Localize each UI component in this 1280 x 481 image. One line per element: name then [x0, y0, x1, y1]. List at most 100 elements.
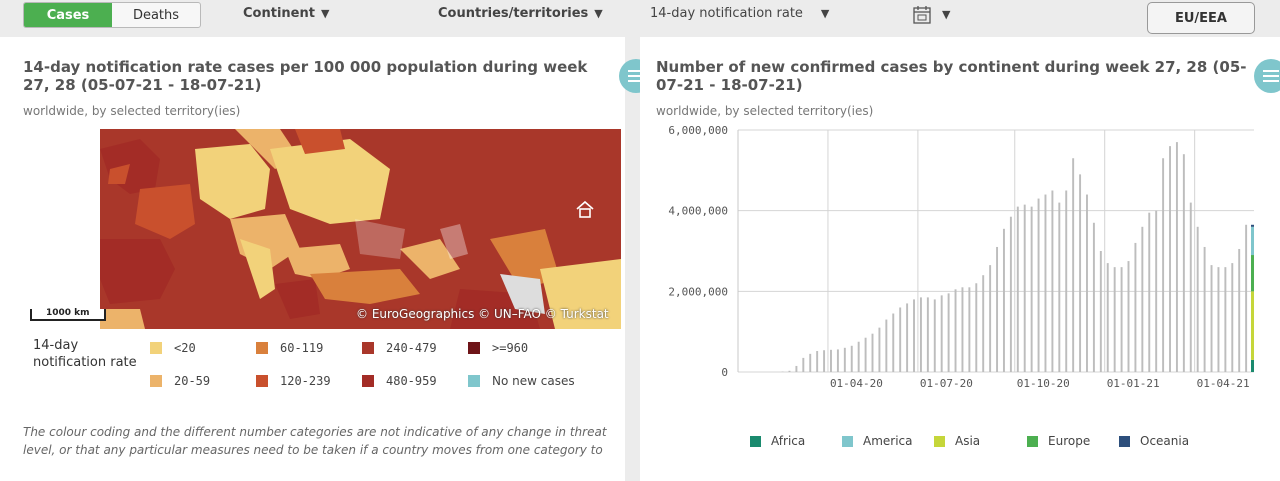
legend-swatch [150, 342, 162, 354]
map-shapes [100, 129, 621, 329]
map-scale-bar [30, 309, 106, 321]
continent-dropdown[interactable]: Continent ▼ [243, 6, 329, 21]
legend-swatch [362, 342, 374, 354]
bar [1044, 194, 1047, 372]
legend-swatch [362, 375, 374, 387]
bar [1245, 224, 1248, 372]
bar [996, 246, 999, 372]
chart-legend-item[interactable]: America [842, 434, 913, 448]
bar [1217, 267, 1220, 372]
bar [940, 295, 943, 372]
legend-swatch [1119, 435, 1130, 447]
bar [1009, 216, 1012, 372]
countries-dropdown[interactable]: Countries/territories ▼ [438, 6, 603, 21]
bar [1065, 190, 1068, 372]
bar [1072, 158, 1075, 372]
legend-item: >=960 [468, 341, 528, 355]
metric-dropdown-label: 14-day notification rate [650, 6, 803, 21]
legend-item: No new cases [468, 374, 575, 388]
calendar-icon[interactable] [912, 5, 932, 25]
tab-deaths[interactable]: Deaths [132, 7, 180, 23]
bar [802, 357, 805, 372]
legend-swatch [256, 342, 268, 354]
legend-label: 240-479 [386, 341, 437, 355]
choropleth-map[interactable] [100, 129, 621, 329]
chart-legend-item[interactable]: Oceania [1119, 434, 1189, 448]
bar [933, 299, 936, 372]
y-tick-label: 6,000,000 [668, 124, 728, 137]
chart-legend-item[interactable]: Africa [750, 434, 805, 448]
bar [843, 347, 846, 372]
bar [892, 313, 895, 372]
bar [1113, 267, 1116, 372]
bar [982, 275, 985, 372]
bar [989, 265, 992, 372]
eu-eea-button[interactable]: EU/EEA [1147, 2, 1255, 34]
bar [823, 350, 826, 372]
top-toolbar: Cases Deaths Continent ▼ Countries/territ… [0, 0, 1280, 36]
chevron-down-icon[interactable]: ▼ [942, 8, 951, 21]
bar [809, 353, 812, 372]
bar [1155, 210, 1158, 372]
chevron-down-icon: ▼ [594, 7, 603, 20]
bar [1148, 212, 1151, 372]
legend-label: 60-119 [280, 341, 324, 355]
bar [913, 299, 915, 372]
map-copyright: © EuroGeographics © UN–FAO © Turkstat [356, 307, 609, 321]
legend-label: Africa [771, 434, 806, 448]
legend-item: <20 [150, 341, 196, 355]
bar [1079, 174, 1082, 372]
bar [795, 365, 798, 372]
bar [885, 319, 888, 372]
chart-panel-title: Number of new confirmed cases by contine… [656, 58, 1247, 94]
bar [1058, 202, 1061, 372]
map-legend-title: 14-day notification rate [33, 338, 137, 370]
tab-cases[interactable]: Cases [24, 3, 112, 27]
bar [1238, 248, 1241, 372]
legend-swatch [468, 375, 480, 387]
stacked-bar-segment [1251, 255, 1254, 292]
chart-legend-item[interactable]: Asia [934, 434, 980, 448]
bar [1016, 206, 1019, 372]
legend-label: <20 [174, 341, 196, 355]
bar [1106, 263, 1109, 372]
bar [1023, 204, 1026, 372]
bar [1092, 222, 1095, 372]
legend-item: 60-119 [256, 341, 323, 355]
legend-label: 480-959 [386, 374, 437, 388]
y-tick-label: 0 [721, 366, 728, 379]
x-tick-label: 01-04-20 [830, 377, 883, 390]
legend-label: Europe [1048, 434, 1091, 448]
legend-swatch [150, 375, 162, 387]
bar [1169, 146, 1171, 372]
bar [961, 287, 964, 372]
bar [906, 303, 909, 372]
legend-swatch [750, 435, 761, 447]
home-icon[interactable] [575, 199, 595, 219]
bar [836, 349, 839, 372]
bar [1086, 194, 1088, 372]
bar [1099, 251, 1102, 372]
bar [850, 345, 853, 372]
bar [788, 370, 791, 372]
chevron-down-icon: ▼ [320, 7, 330, 20]
map-panel-subtitle: worldwide, by selected territory(ies) [23, 104, 241, 118]
y-tick-label: 4,000,000 [668, 205, 728, 218]
bar [1196, 226, 1199, 372]
bar [1051, 190, 1054, 372]
stacked-bar-segment [1251, 226, 1254, 256]
color-disclaimer: The colour coding and the different numb… [23, 425, 607, 457]
chart-legend-item[interactable]: Europe [1027, 434, 1090, 448]
x-tick-label: 01-01-21 [1107, 377, 1160, 390]
stacked-bar-segment [1251, 359, 1254, 372]
cases-bar-chart[interactable]: 0 2,000,000 4,000,000 6,000,000 01-04-20 01-0… [640, 122, 1280, 422]
legend-item: 240-479 [362, 341, 437, 355]
x-tick-label: 01-07-20 [920, 377, 973, 390]
hamburger-menu-icon[interactable] [1254, 59, 1280, 93]
legend-item: 120-239 [256, 374, 331, 388]
metric-dropdown[interactable]: 14-day notification rate ▼ [650, 6, 829, 21]
legend-swatch [842, 435, 853, 447]
map-scale-label: 1000 km [46, 308, 90, 318]
stacked-bar-segment [1251, 224, 1254, 227]
chart-panel-subtitle: worldwide, by selected territory(ies) [656, 104, 874, 118]
